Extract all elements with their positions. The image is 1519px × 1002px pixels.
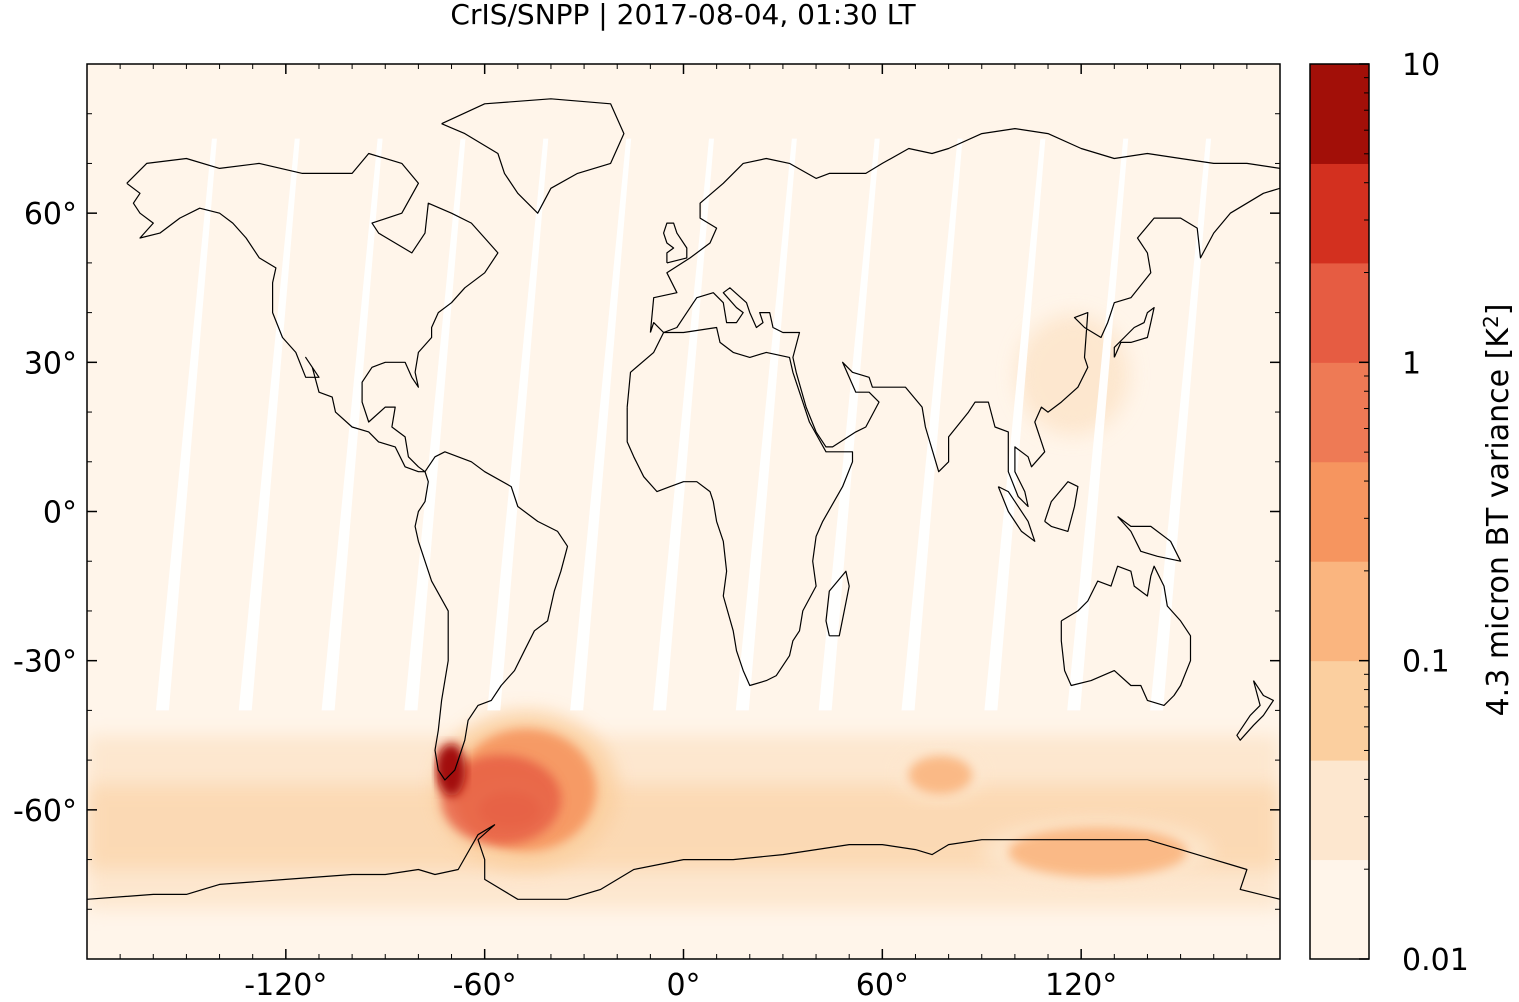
y-tick-label: 60° [24,197,77,232]
colorbar-tick-label: 0.1 [1402,645,1450,680]
orbit-gap [652,138,715,711]
colorbar-title: 4.3 micron BT variance [K2] [1479,304,1516,717]
y-tick-label: -60° [13,794,77,829]
coastline-new-zealand [1236,680,1275,741]
colorbar-level [1310,561,1369,662]
region-south-indian-ocean [908,755,973,795]
orbit-gap [1150,138,1212,711]
orbit-gap [570,138,632,711]
orbit-gap [818,138,880,711]
map-area [87,64,1280,959]
orbit-gap [901,138,963,711]
region-east-asia [1028,326,1118,423]
y-tick-label: -30° [13,645,77,680]
x-tick-label: -60° [453,968,517,1002]
y-tick-label: 30° [24,346,77,381]
colorbar-level [1310,262,1369,363]
coastline-japan [1113,307,1155,358]
coastline-antarctica [87,824,1280,900]
colorbar-tick-label: 10 [1402,48,1440,83]
region-wilkes-land [1008,827,1187,877]
coastline-new-guinea [1117,516,1182,562]
colorbar-frame [1309,63,1370,960]
x-tick-label: -120° [244,968,327,1002]
orbit-gap [404,138,466,711]
coastline-australia [1060,565,1192,707]
coastline-sumatra [997,486,1036,542]
axes: -120° -60° 0° 60° 120° 60° 30° 0° -30° -60° [13,64,1280,1002]
orbit-gap [238,138,300,711]
colorbar-tick-label: 1 [1402,346,1421,381]
coastline-greenland [441,98,625,214]
orbit-gap [984,138,1046,711]
coastline-uk [662,222,688,264]
orbit-gap [1067,138,1129,711]
colorbar-level [1310,64,1369,164]
colorbar-level [1310,461,1369,562]
orbit-gap [321,138,383,711]
orbit-gaps [155,138,1212,711]
chart-title: CrIS/SNPP | 2017-08-04, 01:30 LT [450,0,916,31]
coastline-north-america [126,152,499,473]
x-tick-label: 60° [856,968,909,1002]
y-tick-label: 0° [43,496,77,531]
coastline-africa [626,326,854,687]
coastlines [87,98,1280,900]
colorbar-level [1310,660,1369,761]
colorbar-level [1310,859,1369,960]
coastline-eurasia [649,128,1280,508]
variance-field [87,64,1280,959]
orbit-gap [155,138,217,711]
x-tick-label: 0° [666,968,700,1002]
region-drake-core [441,754,562,845]
colorbar-level [1310,760,1369,861]
coastline-south-america [414,451,569,781]
colorbar-tick-label: 0.01 [1402,943,1469,978]
coastline-madagascar [825,570,850,637]
colorbar: 10 1 0.1 0.01 [1309,48,1469,978]
orbit-gap [735,138,797,711]
orbit-gap [487,138,549,711]
colorbar-level [1310,362,1369,463]
x-tick-label: 120° [1045,968,1117,1002]
coastline-borneo [1044,481,1079,533]
colorbar-level [1310,163,1369,264]
region-patagonia-core [437,744,466,797]
